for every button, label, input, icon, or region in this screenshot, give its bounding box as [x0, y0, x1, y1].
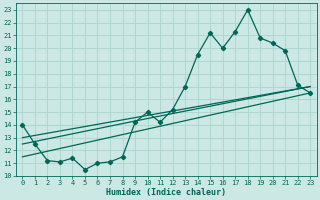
- X-axis label: Humidex (Indice chaleur): Humidex (Indice chaleur): [106, 188, 226, 197]
